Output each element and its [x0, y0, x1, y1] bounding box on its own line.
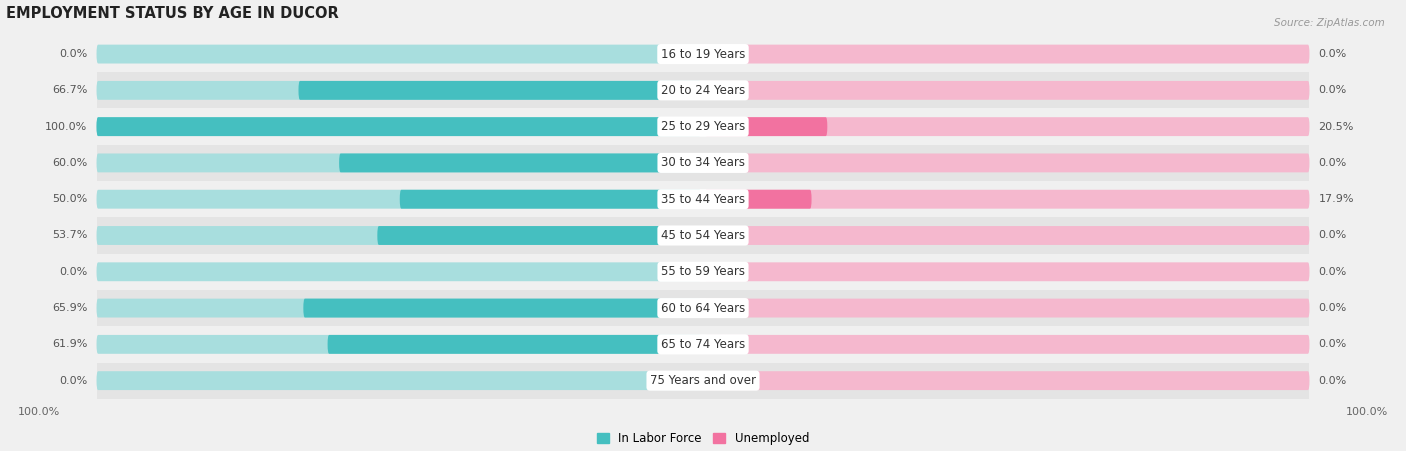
FancyBboxPatch shape: [304, 299, 702, 318]
FancyBboxPatch shape: [704, 190, 1309, 209]
Bar: [97, 217, 1309, 253]
FancyBboxPatch shape: [704, 190, 811, 209]
FancyBboxPatch shape: [704, 117, 1309, 136]
FancyBboxPatch shape: [97, 117, 702, 136]
Text: 65 to 74 Years: 65 to 74 Years: [661, 338, 745, 351]
FancyBboxPatch shape: [97, 335, 702, 354]
FancyBboxPatch shape: [704, 371, 1309, 390]
FancyBboxPatch shape: [399, 190, 702, 209]
FancyBboxPatch shape: [97, 262, 702, 281]
Bar: [97, 109, 1309, 145]
Text: 55 to 59 Years: 55 to 59 Years: [661, 265, 745, 278]
Text: 61.9%: 61.9%: [52, 339, 87, 350]
Text: 75 Years and over: 75 Years and over: [650, 374, 756, 387]
FancyBboxPatch shape: [97, 81, 702, 100]
Text: 65.9%: 65.9%: [52, 303, 87, 313]
FancyBboxPatch shape: [97, 371, 702, 390]
Bar: [97, 326, 1309, 363]
Text: 60 to 64 Years: 60 to 64 Years: [661, 302, 745, 315]
FancyBboxPatch shape: [704, 117, 827, 136]
Text: 0.0%: 0.0%: [1319, 376, 1347, 386]
FancyBboxPatch shape: [339, 153, 702, 172]
FancyBboxPatch shape: [97, 226, 702, 245]
FancyBboxPatch shape: [97, 299, 702, 318]
FancyBboxPatch shape: [328, 335, 702, 354]
FancyBboxPatch shape: [704, 153, 1309, 172]
Text: 0.0%: 0.0%: [59, 49, 87, 59]
Text: 20 to 24 Years: 20 to 24 Years: [661, 84, 745, 97]
Text: 16 to 19 Years: 16 to 19 Years: [661, 47, 745, 60]
FancyBboxPatch shape: [704, 299, 1309, 318]
Text: 66.7%: 66.7%: [52, 85, 87, 95]
Text: 0.0%: 0.0%: [59, 267, 87, 277]
Text: 0.0%: 0.0%: [1319, 230, 1347, 240]
Text: 0.0%: 0.0%: [1319, 267, 1347, 277]
Text: 20.5%: 20.5%: [1319, 122, 1354, 132]
FancyBboxPatch shape: [377, 226, 702, 245]
Bar: [97, 290, 1309, 326]
Text: 53.7%: 53.7%: [52, 230, 87, 240]
FancyBboxPatch shape: [704, 81, 1309, 100]
Text: 30 to 34 Years: 30 to 34 Years: [661, 156, 745, 170]
FancyBboxPatch shape: [704, 262, 1309, 281]
FancyBboxPatch shape: [97, 190, 702, 209]
Text: 0.0%: 0.0%: [59, 376, 87, 386]
Text: 100.0%: 100.0%: [18, 407, 60, 417]
Text: 17.9%: 17.9%: [1319, 194, 1354, 204]
Bar: [97, 36, 1309, 72]
Bar: [97, 145, 1309, 181]
FancyBboxPatch shape: [298, 81, 702, 100]
Text: 100.0%: 100.0%: [1346, 407, 1388, 417]
FancyBboxPatch shape: [97, 117, 702, 136]
Bar: [97, 72, 1309, 109]
FancyBboxPatch shape: [97, 153, 702, 172]
Text: 0.0%: 0.0%: [1319, 85, 1347, 95]
FancyBboxPatch shape: [97, 45, 702, 64]
Text: EMPLOYMENT STATUS BY AGE IN DUCOR: EMPLOYMENT STATUS BY AGE IN DUCOR: [6, 5, 339, 21]
Bar: [97, 253, 1309, 290]
Text: 100.0%: 100.0%: [45, 122, 87, 132]
Text: 0.0%: 0.0%: [1319, 339, 1347, 350]
FancyBboxPatch shape: [704, 45, 1309, 64]
Bar: [97, 181, 1309, 217]
Legend: In Labor Force, Unemployed: In Labor Force, Unemployed: [592, 427, 814, 450]
Text: 0.0%: 0.0%: [1319, 158, 1347, 168]
Text: Source: ZipAtlas.com: Source: ZipAtlas.com: [1274, 18, 1385, 28]
FancyBboxPatch shape: [704, 335, 1309, 354]
Text: 0.0%: 0.0%: [1319, 49, 1347, 59]
Text: 60.0%: 60.0%: [52, 158, 87, 168]
Text: 50.0%: 50.0%: [52, 194, 87, 204]
Bar: [97, 363, 1309, 399]
Text: 0.0%: 0.0%: [1319, 303, 1347, 313]
Text: 25 to 29 Years: 25 to 29 Years: [661, 120, 745, 133]
Text: 35 to 44 Years: 35 to 44 Years: [661, 193, 745, 206]
Text: 45 to 54 Years: 45 to 54 Years: [661, 229, 745, 242]
FancyBboxPatch shape: [704, 226, 1309, 245]
